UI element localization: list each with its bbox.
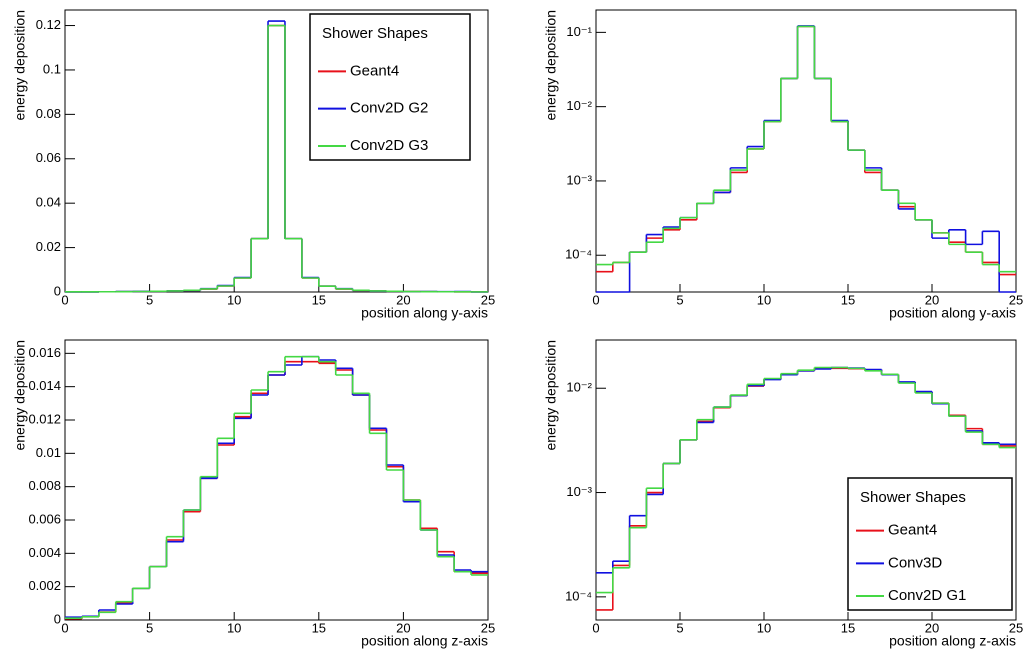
x-tick-label: 15 <box>312 292 326 307</box>
legend-label: Conv2D G1 <box>888 587 966 604</box>
y-tick-label: 10⁻⁴ <box>565 247 592 262</box>
y-axis-label: energy deposition <box>12 10 28 121</box>
y-tick-label: 0.01 <box>36 445 61 460</box>
plot-frame <box>64 339 489 621</box>
y-tick-label: 10⁻² <box>566 380 592 395</box>
x-tick-label: 10 <box>227 620 241 635</box>
x-tick-label: 25 <box>481 620 495 635</box>
x-axis-label: position along z-axis <box>361 633 488 649</box>
x-tick-label: 20 <box>396 292 410 307</box>
y-tick-label: 0.12 <box>36 17 61 32</box>
x-axis-label: position along y-axis <box>889 305 1016 321</box>
x-tick-label: 25 <box>1009 620 1023 635</box>
legend-title: Shower Shapes <box>322 25 428 42</box>
y-tick-label: 0 <box>54 283 61 298</box>
x-tick-label: 15 <box>312 620 326 635</box>
x-tick-label: 25 <box>481 292 495 307</box>
legend-label: Conv2D G2 <box>350 100 428 117</box>
x-tick-label: 10 <box>757 292 771 307</box>
y-axis-label: energy deposition <box>543 10 559 121</box>
y-tick-label: 0.08 <box>36 106 61 121</box>
y-tick-label: 10⁻³ <box>566 484 592 499</box>
y-tick-label: 0.02 <box>36 239 61 254</box>
plot-frame <box>595 339 1017 621</box>
y-tick-label: 0.002 <box>28 578 61 593</box>
y-tick-label: 0.008 <box>28 478 61 493</box>
y-tick-label: 0.04 <box>36 195 61 210</box>
y-tick-label: 10⁻⁴ <box>565 588 592 603</box>
x-tick-label: 20 <box>925 620 939 635</box>
y-tick-label: 0.014 <box>28 378 61 393</box>
x-tick-label: 20 <box>396 620 410 635</box>
legend-label: Conv3D <box>888 554 942 571</box>
x-tick-label: 5 <box>676 292 683 307</box>
x-tick-label: 5 <box>676 620 683 635</box>
plot-frame <box>595 9 1017 293</box>
legend-title: Shower Shapes <box>860 489 966 506</box>
x-axis-label: position along z-axis <box>889 633 1016 649</box>
x-tick-label: 0 <box>61 620 68 635</box>
y-tick-label: 0.06 <box>36 150 61 165</box>
x-tick-label: 15 <box>841 620 855 635</box>
y-tick-label: 10⁻² <box>566 98 592 113</box>
legend-box <box>847 477 1013 611</box>
x-tick-label: 10 <box>757 620 771 635</box>
legend-box <box>309 13 471 161</box>
legend-label: Conv2D G3 <box>350 137 428 154</box>
y-tick-label: 0 <box>54 611 61 626</box>
y-axis-label: energy deposition <box>12 340 28 451</box>
legend-label: Geant4 <box>350 62 399 79</box>
x-tick-label: 5 <box>146 292 153 307</box>
x-tick-label: 5 <box>146 620 153 635</box>
y-tick-label: 0.016 <box>28 345 61 360</box>
x-tick-label: 25 <box>1009 292 1023 307</box>
y-tick-label: 10⁻³ <box>566 172 592 187</box>
y-axis-label: energy deposition <box>543 340 559 451</box>
x-tick-label: 0 <box>592 620 599 635</box>
x-tick-label: 15 <box>841 292 855 307</box>
legend-label: Geant4 <box>888 522 937 539</box>
y-tick-label: 10⁻¹ <box>566 24 592 39</box>
x-tick-label: 0 <box>61 292 68 307</box>
plot-frame <box>64 9 489 293</box>
y-tick-label: 0.004 <box>28 545 61 560</box>
y-tick-label: 0.1 <box>43 61 61 76</box>
x-axis-label: position along y-axis <box>361 305 488 321</box>
x-tick-label: 10 <box>227 292 241 307</box>
x-tick-label: 20 <box>925 292 939 307</box>
y-tick-label: 0.006 <box>28 511 61 526</box>
x-tick-label: 0 <box>592 292 599 307</box>
y-tick-label: 0.012 <box>28 411 61 426</box>
